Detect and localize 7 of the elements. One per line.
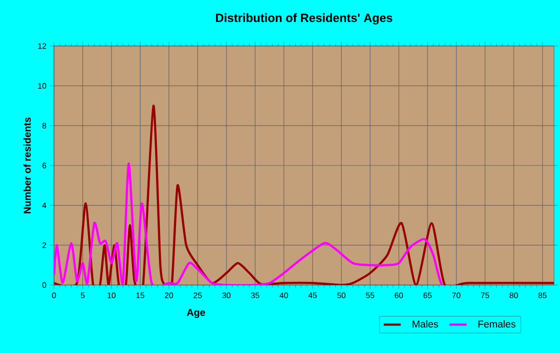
y-axis-title: Number of residents: [23, 117, 31, 214]
line-series: [54, 104, 554, 285]
legend-label: Females: [478, 320, 516, 328]
legend-label: Males: [412, 320, 438, 328]
line-series: [54, 162, 458, 285]
x-axis-title: Age: [186, 309, 206, 318]
chart-title: Distribution of Residents' Ages: [216, 13, 392, 24]
